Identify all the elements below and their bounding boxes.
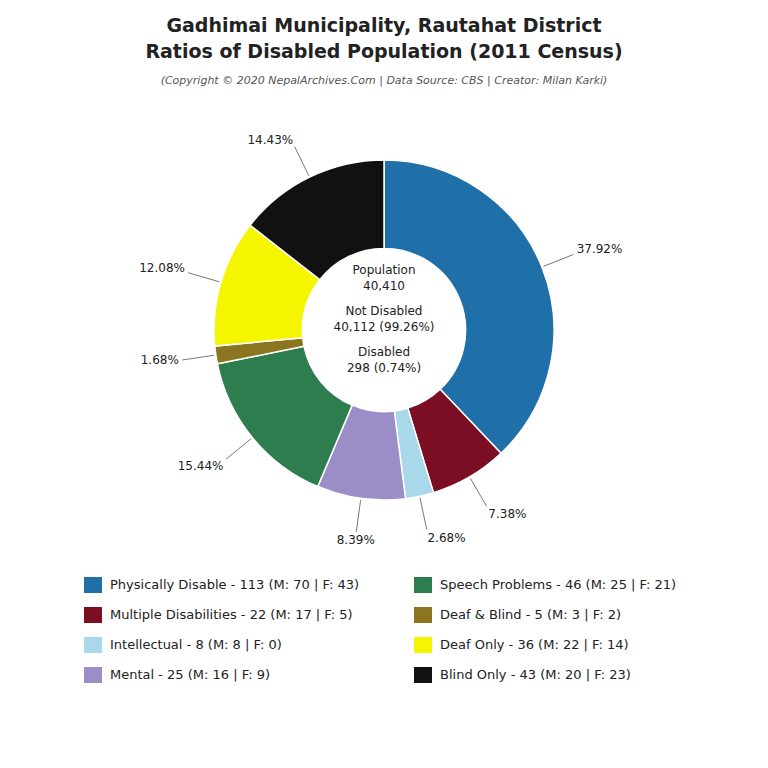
legend-label: Physically Disable - 113 (M: 70 | F: 43) xyxy=(110,577,359,592)
leader-line xyxy=(188,273,219,282)
annotation: Population xyxy=(352,263,415,277)
legend-label: Deaf & Blind - 5 (M: 3 | F: 2) xyxy=(440,607,621,622)
legend-item: Multiple Disabilities - 22 (M: 17 | F: 5… xyxy=(84,607,353,624)
leader-line xyxy=(182,355,214,360)
subtitle: (Copyright © 2020 NepalArchives.Com | Da… xyxy=(161,74,608,87)
annotation: Disabled xyxy=(358,345,410,359)
data-labels: 37.92% 7.38% 2.68% 8.39% 15.44% 1.68% 12.08% 14… xyxy=(139,133,622,548)
legend-item: Speech Problems - 46 (M: 25 | F: 21) xyxy=(414,577,676,594)
leader-line xyxy=(543,254,573,266)
data-label: 15.44% xyxy=(178,459,224,473)
annotation: Not Disabled xyxy=(346,304,423,318)
slices xyxy=(214,160,554,500)
legend-item: Mental - 25 (M: 16 | F: 9) xyxy=(84,667,270,684)
data-label: 2.68% xyxy=(427,531,465,545)
annotation: 298 (0.74%) xyxy=(347,361,421,375)
leader-line xyxy=(470,478,486,506)
donut: 37.92% 7.38% 2.68% 8.39% 15.44% 1.68% 12.08% 14… xyxy=(139,133,622,548)
data-label: 7.38% xyxy=(488,507,526,521)
data-label: 1.68% xyxy=(141,353,179,367)
title: Ratios of Disabled Population (2011 Cens… xyxy=(145,40,622,62)
slice xyxy=(217,346,352,486)
legend-label: Deaf Only - 36 (M: 22 | F: 14) xyxy=(440,637,629,652)
data-label: 12.08% xyxy=(139,261,185,275)
center-label: Population 40,410 Not Disabled 40,112 (99.2… xyxy=(334,263,435,375)
legend-label: Blind Only - 43 (M: 20 | F: 23) xyxy=(440,667,631,682)
leader-line xyxy=(295,147,309,176)
title: Gadhimai Municipality, Rautahat District xyxy=(166,14,601,36)
data-label: 37.92% xyxy=(577,242,623,256)
legend-item: Deaf & Blind - 5 (M: 3 | F: 2) xyxy=(414,607,621,624)
slice xyxy=(250,160,384,280)
legend-swatch xyxy=(414,607,432,623)
leader-line xyxy=(420,498,427,530)
legend-swatch xyxy=(414,637,432,653)
legend-swatch xyxy=(414,667,432,683)
legend-item: Deaf Only - 36 (M: 22 | F: 14) xyxy=(414,637,629,654)
legend-swatch xyxy=(84,607,102,623)
legend-item: Physically Disable - 113 (M: 70 | F: 43) xyxy=(84,577,359,594)
leader-line xyxy=(356,500,360,532)
legend-label: Multiple Disabilities - 22 (M: 17 | F: 5… xyxy=(110,607,353,622)
legend-swatch xyxy=(414,577,432,593)
data-label: 8.39% xyxy=(337,533,375,547)
data-label: 14.43% xyxy=(247,133,293,147)
annotation: 40,112 (99.26%) xyxy=(334,320,435,334)
legend-label: Mental - 25 (M: 16 | F: 9) xyxy=(110,667,270,682)
leader-line xyxy=(226,439,251,459)
legend-item: Blind Only - 43 (M: 20 | F: 23) xyxy=(414,667,631,684)
legend-swatch xyxy=(84,577,102,593)
legend-label: Intellectual - 8 (M: 8 | F: 0) xyxy=(110,637,282,652)
legend-label: Speech Problems - 46 (M: 25 | F: 21) xyxy=(440,577,676,592)
annotation: 40,410 xyxy=(363,279,405,293)
legend-swatch xyxy=(84,637,102,653)
legend-swatch xyxy=(84,667,102,683)
chart: Gadhimai Municipality, Rautahat District… xyxy=(0,0,768,768)
legend-item: Intellectual - 8 (M: 8 | F: 0) xyxy=(84,637,282,654)
legend: Physically Disable - 113 (M: 70 | F: 43)… xyxy=(84,577,676,684)
